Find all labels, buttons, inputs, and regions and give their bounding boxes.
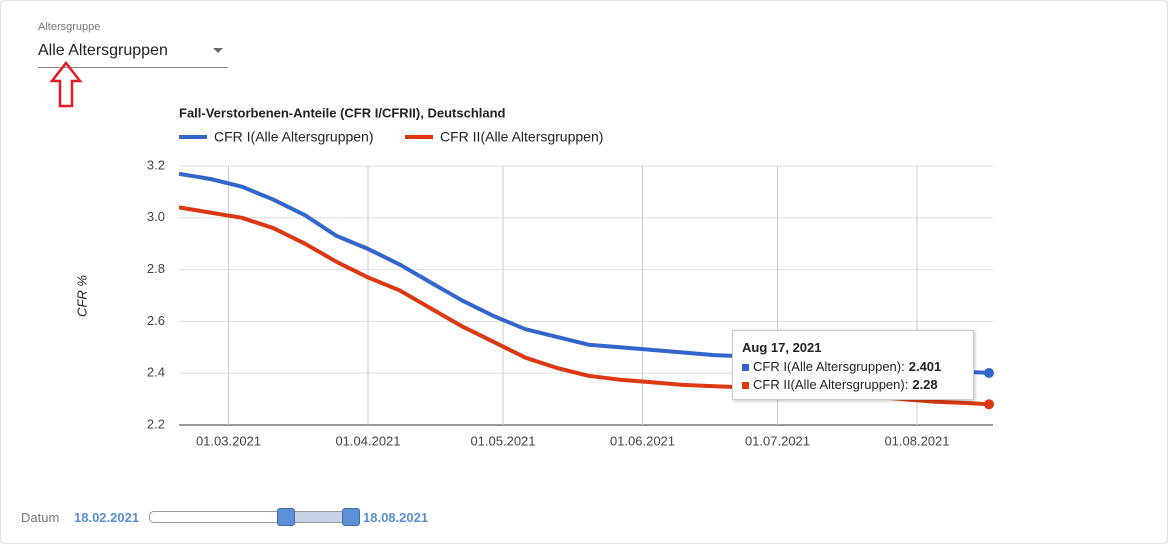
red-arrow	[49, 61, 83, 108]
y-tick-label: 2.6	[147, 313, 165, 328]
select-value: Alle Altersgruppen	[38, 42, 168, 59]
slider-track[interactable]	[149, 511, 357, 523]
tooltip-swatch	[742, 382, 749, 389]
slider-handle-right[interactable]	[342, 508, 360, 526]
x-tick-label: 01.05.2021	[470, 433, 535, 448]
x-tick-label: 01.07.2021	[745, 433, 810, 448]
tooltip-swatch	[742, 364, 749, 371]
age-select[interactable]: Alle Altersgruppen	[38, 42, 228, 68]
point	[984, 399, 994, 410]
tooltip-title: Aug 17, 2021	[742, 340, 822, 355]
tooltip-label: CFR II(Alle Altersgruppen):	[753, 377, 909, 392]
dropdown-arrow	[213, 48, 223, 53]
y-axis-title: CFR %	[74, 275, 89, 317]
slider-handle-left[interactable]	[277, 508, 295, 526]
tooltip-row: CFR II(Alle Altersgruppen): 2.28	[742, 377, 938, 392]
x-tick-label: 01.06.2021	[610, 433, 675, 448]
slider-start: 18.02.2021	[74, 510, 140, 525]
point	[984, 367, 994, 378]
slider-label: Datum	[21, 510, 60, 525]
y-tick-label: 2.8	[147, 261, 165, 276]
tooltip-label: CFR I(Alle Altersgruppen):	[753, 359, 905, 374]
x-tick-label: 01.08.2021	[884, 433, 949, 448]
slider-end: 18.08.2021	[363, 510, 429, 525]
y-tick-label: 3.0	[147, 209, 165, 224]
tooltip-row: CFR I(Alle Altersgruppen): 2.401	[742, 359, 941, 374]
y-tick-label: 3.2	[147, 157, 165, 172]
y-tick-label: 2.2	[147, 416, 165, 431]
legend-label: CFR I(Alle Altersgruppen)	[214, 129, 374, 145]
field-label: Altersgruppe	[38, 21, 101, 33]
x-tick-label: 01.03.2021	[196, 433, 261, 448]
y-tick-label: 2.4	[147, 365, 165, 380]
tooltip-value: 2.28	[912, 377, 938, 392]
chart: Fall-Verstorbenen-Anteile (CFR I/CFRII),…	[74, 105, 994, 448]
chart-title: Fall-Verstorbenen-Anteile (CFR I/CFRII),…	[179, 105, 506, 120]
tooltip: Aug 17, 2021 CFR I(Alle Altersgruppen): 2…	[732, 330, 974, 400]
slider-range	[286, 512, 352, 522]
tooltip-value: 2.401	[908, 359, 942, 374]
legend-label: CFR II(Alle Altersgruppen)	[440, 129, 603, 145]
x-tick-label: 01.04.2021	[335, 433, 400, 448]
